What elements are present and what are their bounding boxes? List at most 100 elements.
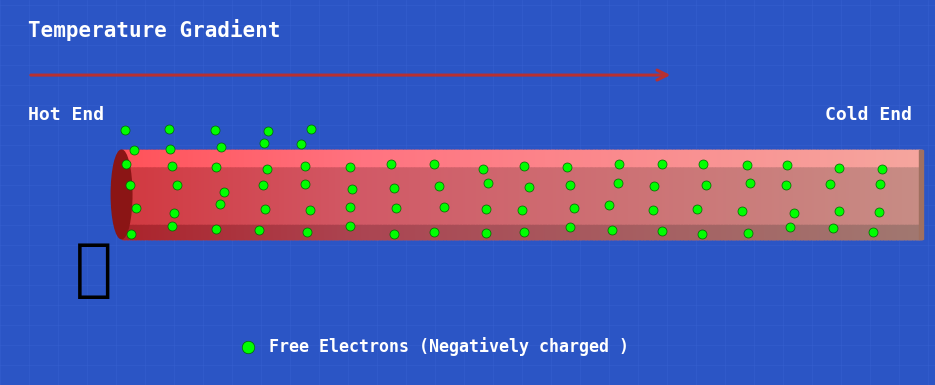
Bar <box>614 150 618 239</box>
Bar <box>892 150 895 166</box>
Bar <box>476 150 480 239</box>
Bar <box>420 150 424 166</box>
Bar <box>551 150 554 239</box>
Bar <box>574 150 578 166</box>
Bar <box>215 150 219 166</box>
Bar <box>556 225 559 239</box>
Bar <box>839 225 842 239</box>
Bar <box>673 225 677 239</box>
Bar <box>476 150 480 166</box>
Bar <box>511 150 514 166</box>
Bar <box>473 225 477 239</box>
Bar <box>202 150 205 239</box>
Bar <box>665 150 669 239</box>
Bar <box>862 225 866 239</box>
Bar <box>598 150 602 239</box>
Bar <box>166 150 170 166</box>
Bar <box>284 225 288 239</box>
Bar <box>300 150 304 166</box>
Bar <box>452 150 455 166</box>
Bar <box>548 150 552 239</box>
Bar <box>780 225 784 239</box>
Bar <box>146 225 150 239</box>
Bar <box>601 150 605 239</box>
Bar <box>450 150 453 239</box>
Bar <box>378 150 381 166</box>
Bar <box>143 225 147 239</box>
Bar <box>780 150 784 239</box>
Bar <box>353 150 357 239</box>
Bar <box>894 150 898 166</box>
Bar <box>343 225 346 239</box>
Bar <box>788 150 791 166</box>
Bar <box>410 225 413 239</box>
Bar <box>279 150 282 166</box>
Bar <box>705 225 709 239</box>
Bar <box>519 225 522 239</box>
Bar <box>865 150 869 239</box>
Bar <box>545 150 549 166</box>
Bar <box>482 150 485 166</box>
Bar <box>396 150 399 239</box>
Bar <box>460 225 464 239</box>
Bar <box>380 150 383 166</box>
Bar <box>902 150 906 166</box>
Bar <box>326 150 330 166</box>
Bar <box>185 225 189 239</box>
Bar <box>450 150 453 166</box>
Bar <box>911 150 913 166</box>
Bar <box>237 225 239 239</box>
Bar <box>364 150 367 239</box>
Bar <box>180 150 184 239</box>
Bar <box>495 150 498 166</box>
Bar <box>729 150 733 239</box>
Bar <box>842 150 844 166</box>
Bar <box>761 225 765 239</box>
Bar <box>676 225 680 239</box>
Bar <box>503 150 506 166</box>
Bar <box>348 150 352 166</box>
Bar <box>724 225 727 239</box>
Bar <box>668 150 671 166</box>
Bar <box>178 150 181 166</box>
Bar <box>281 150 285 239</box>
Bar <box>905 225 909 239</box>
Bar <box>309 150 311 239</box>
Bar <box>450 225 453 239</box>
Bar <box>580 225 583 239</box>
Bar <box>188 150 192 166</box>
Bar <box>220 150 223 239</box>
Bar <box>326 225 330 239</box>
Bar <box>660 225 664 239</box>
Bar <box>919 150 923 239</box>
Bar <box>345 150 349 239</box>
Bar <box>439 150 442 239</box>
Bar <box>202 150 205 166</box>
Bar <box>223 150 226 239</box>
Bar <box>241 150 245 239</box>
Bar <box>372 150 376 239</box>
Bar <box>247 150 251 166</box>
Bar <box>225 150 229 166</box>
Bar <box>732 150 735 166</box>
Bar <box>657 150 661 166</box>
Bar <box>558 150 562 166</box>
Bar <box>897 150 900 166</box>
Bar <box>539 150 543 239</box>
Bar <box>580 150 583 239</box>
Bar <box>745 150 749 166</box>
Bar <box>876 225 879 239</box>
Bar <box>796 225 799 239</box>
Bar <box>783 150 786 239</box>
Bar <box>708 150 712 239</box>
Bar <box>716 150 719 166</box>
Bar <box>646 150 650 239</box>
Bar <box>718 150 722 166</box>
Bar <box>644 225 647 239</box>
Bar <box>497 150 501 239</box>
Bar <box>324 150 327 239</box>
Bar <box>252 225 256 239</box>
Bar <box>234 150 237 239</box>
Bar <box>414 150 418 166</box>
Bar <box>535 225 539 239</box>
